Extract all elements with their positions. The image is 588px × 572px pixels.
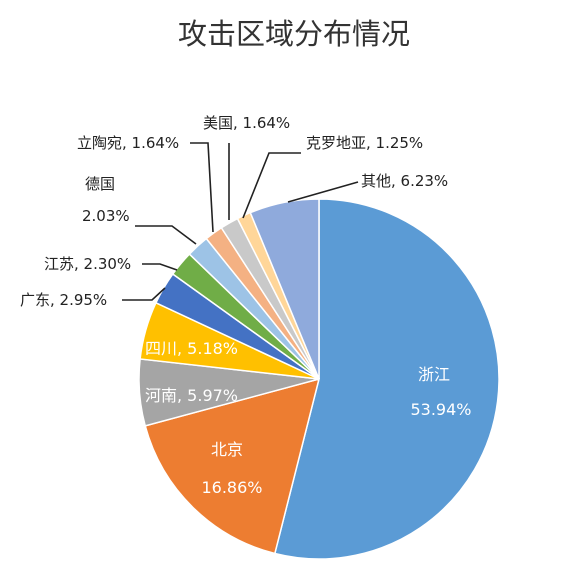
slice-10-name-label: 其他, 6.23% xyxy=(361,172,448,190)
slice-7-name-label: 立陶宛, 1.64% xyxy=(77,134,179,152)
slice-5-name-label: 江苏, 2.30% xyxy=(44,255,131,273)
chart-title: 攻击区域分布情况 xyxy=(178,17,410,51)
slice-9-name-label: 克罗地亚, 1.25% xyxy=(306,134,423,152)
slice-4-leader-line xyxy=(122,287,166,301)
slice-8-name-label: 美国, 1.64% xyxy=(203,114,290,132)
slice-6-leader-line xyxy=(135,225,197,245)
slice-9-leader-line xyxy=(242,152,301,219)
slice-4-name-label: 广东, 2.95% xyxy=(20,291,107,309)
slice-7-leader-line xyxy=(190,142,214,233)
slice-1 xyxy=(144,377,321,555)
slice-0 xyxy=(273,198,500,560)
slice-1-value-label: 16.86% xyxy=(201,478,262,497)
slice-10-leader-line xyxy=(287,181,359,203)
slice-2-name-label: 河南, 5.97% xyxy=(145,386,238,405)
pie-slices xyxy=(138,198,500,560)
slice-6-name-label: 德国 xyxy=(85,175,115,193)
slice-10 xyxy=(249,198,320,380)
leader-lines xyxy=(122,142,359,301)
slice-3-name-label: 四川, 5.18% xyxy=(145,339,238,358)
slice-labels: 浙江 53.94% 北京 16.86% 河南, 5.97% 四川, 5.18% 广东, 2.… xyxy=(20,114,472,497)
slice-6-value-label: 2.03% xyxy=(82,207,130,225)
slice-0-value-label: 53.94% xyxy=(410,400,471,419)
slice-0-name-label: 浙江 xyxy=(418,365,450,384)
slice-1-name-label: 北京 xyxy=(211,440,243,459)
slice-5-leader-line xyxy=(142,263,178,271)
